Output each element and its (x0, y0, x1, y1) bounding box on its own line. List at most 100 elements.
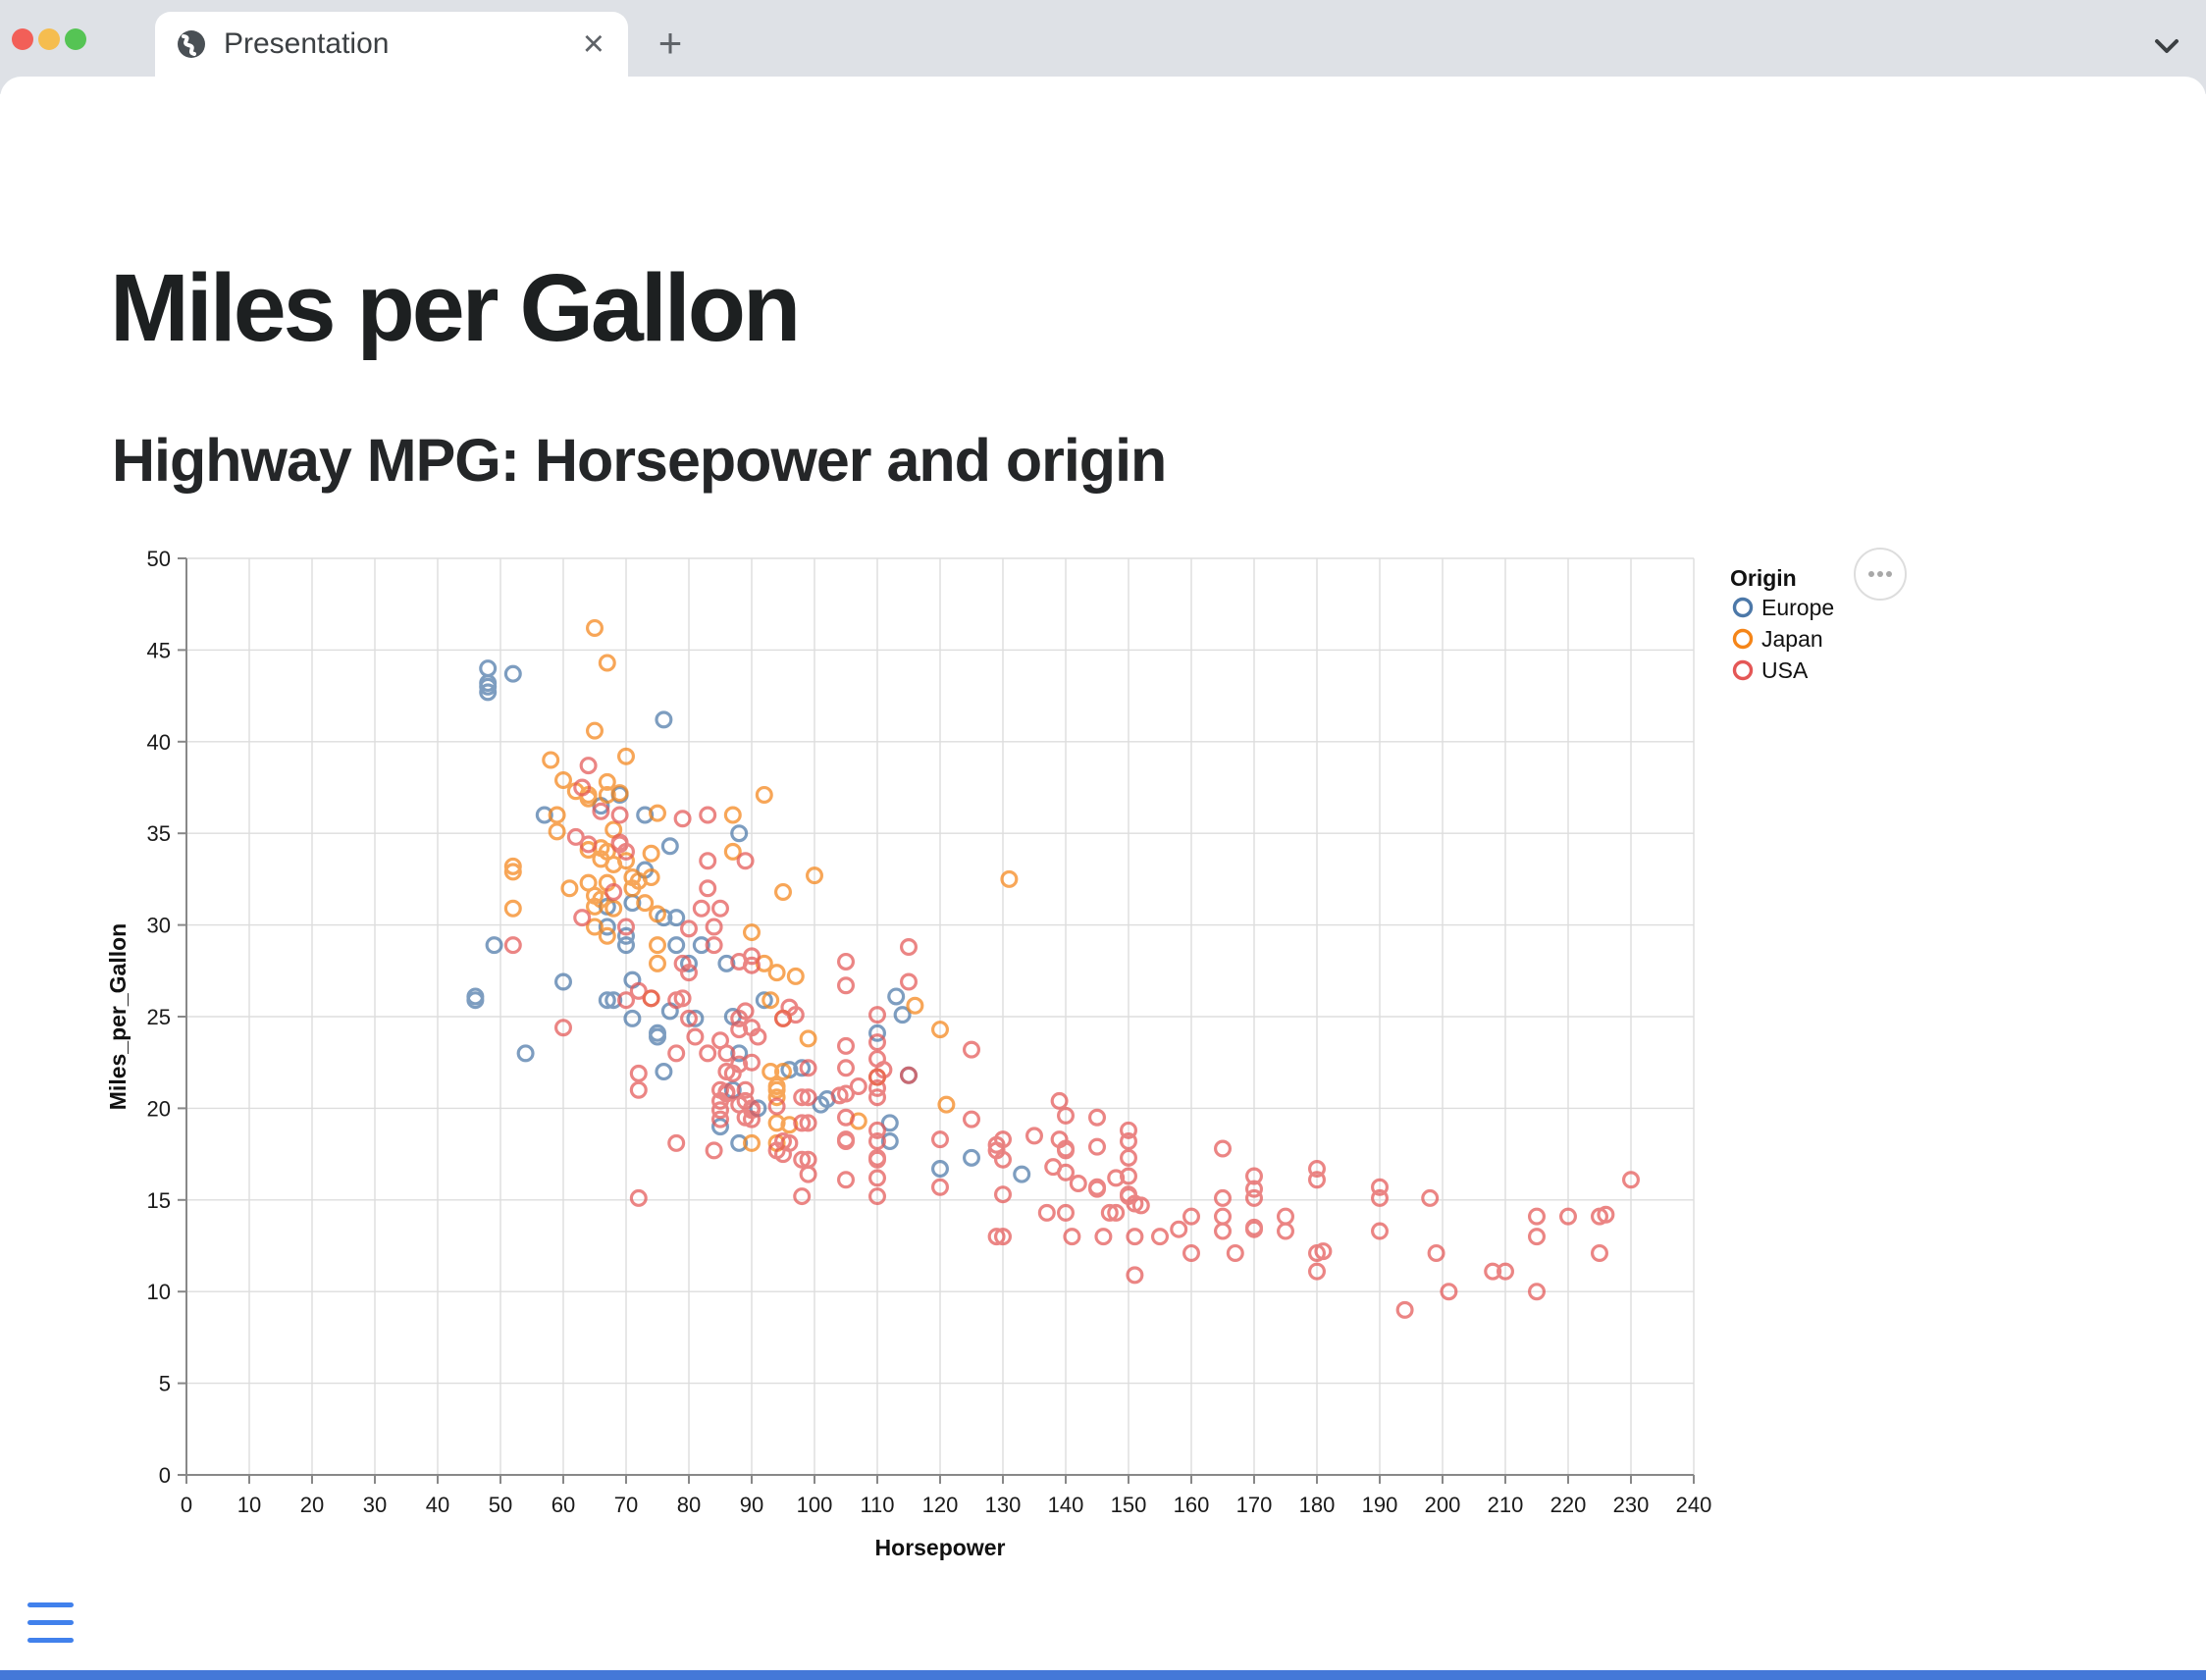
data-point (1182, 1243, 1200, 1262)
data-point (560, 879, 579, 898)
data-point (962, 1040, 980, 1059)
data-point (623, 879, 642, 898)
data-point (899, 938, 918, 957)
x-tick-label: 150 (1111, 1493, 1147, 1517)
legend-title: Origin (1730, 565, 1797, 591)
data-point (799, 1114, 817, 1132)
slide-menu-button[interactable] (27, 1602, 75, 1648)
data-point (579, 835, 598, 854)
data-point (699, 1044, 717, 1063)
x-axis-title: Horsepower (875, 1535, 1006, 1560)
data-point (930, 1178, 949, 1196)
data-point (579, 757, 598, 775)
browser-tab[interactable]: Presentation × (155, 12, 628, 77)
gridlines (185, 557, 1695, 1476)
minimize-window-button[interactable] (38, 28, 60, 50)
data-point (836, 952, 855, 971)
data-point (1370, 1178, 1389, 1196)
x-tick-label: 110 (860, 1493, 894, 1517)
data-point (836, 1130, 855, 1149)
data-point (1370, 1222, 1389, 1240)
data-point (705, 1141, 723, 1160)
data-point (623, 1009, 642, 1027)
data-point (642, 989, 660, 1008)
data-point (780, 1116, 799, 1134)
data-point (629, 1064, 648, 1082)
data-point (479, 677, 498, 696)
data-point (1427, 1243, 1445, 1262)
data-point (1307, 1262, 1326, 1281)
data-point (723, 1064, 742, 1082)
data-point (710, 1110, 729, 1129)
new-tab-button[interactable]: + (657, 20, 683, 66)
data-point (673, 989, 692, 1008)
tab-close-icon[interactable]: × (582, 24, 604, 65)
data-point (742, 1133, 761, 1152)
legend-label: Japan (1761, 626, 1823, 652)
data-point (736, 852, 755, 870)
data-point (749, 1027, 767, 1046)
data-point (1421, 1188, 1440, 1207)
data-point (1307, 1160, 1326, 1179)
data-point (736, 1002, 755, 1021)
data-point (1150, 1228, 1169, 1246)
x-tick-label: 30 (363, 1493, 387, 1517)
data-point (566, 827, 585, 846)
x-tick-label: 60 (552, 1493, 575, 1517)
data-point (730, 1044, 749, 1063)
data-point (793, 1187, 812, 1206)
data-point (598, 785, 616, 804)
x-tick-label: 210 (1488, 1493, 1524, 1517)
data-point (793, 1088, 812, 1107)
data-point (592, 802, 610, 820)
zoom-window-button[interactable] (65, 28, 86, 50)
data-point (1126, 1228, 1144, 1246)
data-point (705, 936, 723, 955)
close-window-button[interactable] (12, 28, 33, 50)
data-point (1063, 1228, 1081, 1246)
data-point (679, 1009, 698, 1027)
data-point (710, 1091, 729, 1110)
data-point (673, 810, 692, 828)
data-point (1119, 1132, 1137, 1151)
data-point (1527, 1207, 1546, 1226)
data-point (867, 1169, 886, 1187)
data-point (1013, 1165, 1031, 1183)
data-point (1087, 1178, 1106, 1196)
data-point (1056, 1203, 1075, 1222)
data-point (667, 909, 686, 927)
data-point (767, 1097, 786, 1116)
data-point (742, 1053, 761, 1072)
data-point (1119, 1121, 1137, 1139)
data-point (1182, 1207, 1200, 1226)
x-tick-label: 200 (1425, 1493, 1461, 1517)
data-point (598, 654, 616, 672)
data-point (767, 1088, 786, 1107)
data-point (836, 1171, 855, 1189)
data-point (799, 1059, 817, 1077)
data-point (1056, 1106, 1075, 1125)
chart-options-button[interactable] (1854, 548, 1907, 601)
data-point (692, 936, 710, 955)
data-point (629, 1080, 648, 1099)
data-point (836, 1036, 855, 1055)
x-tick-label: 80 (677, 1493, 701, 1517)
data-point (553, 771, 572, 790)
data-point (503, 863, 522, 881)
data-point (466, 987, 485, 1006)
data-point (503, 936, 522, 955)
tab-strip-chevron-down-icon[interactable] (2145, 29, 2188, 65)
data-point (485, 936, 503, 955)
x-tick-label: 130 (985, 1493, 1022, 1517)
data-point (636, 894, 655, 913)
presentation-progress-bar[interactable] (0, 1670, 2206, 1680)
data-point (793, 1150, 812, 1169)
data-point (887, 987, 906, 1006)
data-point (730, 1021, 749, 1039)
data-point (805, 866, 823, 885)
x-tick-label: 40 (426, 1493, 449, 1517)
data-point (699, 879, 717, 898)
data-point (899, 972, 918, 991)
legend-label: Europe (1761, 595, 1834, 620)
